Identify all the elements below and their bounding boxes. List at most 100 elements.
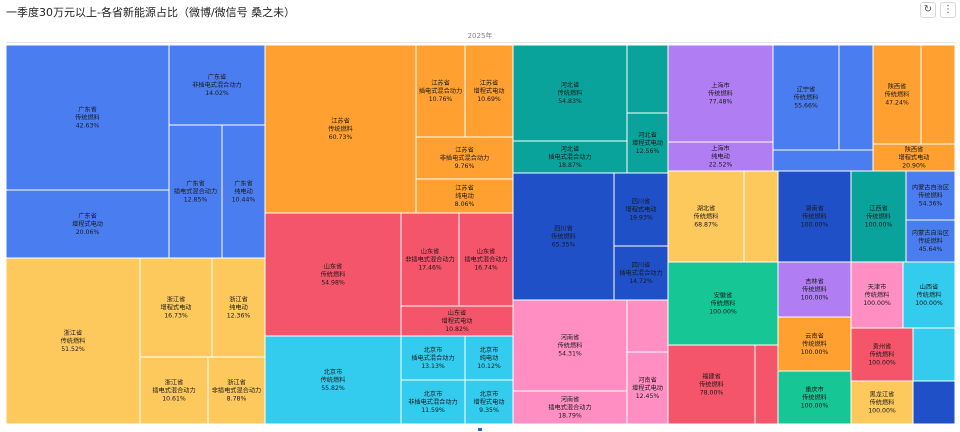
treemap-cell[interactable] [912,327,956,382]
treemap-rect[interactable] [850,380,914,425]
treemap-cell[interactable]: 云南省传统燃料 100.00% [777,316,852,372]
treemap-cell[interactable]: 重庆市传统燃料 100.00% [777,370,852,425]
treemap-cell[interactable]: 山东省非插电式混合动力 17.46% [400,212,460,307]
treemap-rect[interactable] [626,351,669,425]
treemap-cell[interactable]: 四川省传统燃料 65.35% [512,172,615,301]
treemap-cell[interactable]: 山东省插电式混合动力 16.74% [458,212,514,307]
treemap-cell[interactable]: 河北省增程式电动 12.56% [626,112,669,174]
treemap-rect[interactable] [905,219,956,263]
treemap-cell[interactable]: 广东省传统燃料 42.63% [5,44,170,191]
treemap-rect[interactable] [743,170,779,263]
treemap-rect[interactable] [850,261,904,329]
treemap-rect[interactable] [5,257,141,425]
treemap-rect[interactable] [264,44,417,214]
treemap-cell[interactable]: 江苏省增程式电动 10.69% [464,44,514,138]
treemap-cell[interactable]: 陕西省增程式电动 20.90% [872,143,956,172]
treemap-cell[interactable]: 北京市传统燃料 55.82% [264,335,402,425]
treemap-rect[interactable] [920,44,956,145]
treemap-rect[interactable] [168,124,223,259]
pagination-indicator[interactable] [478,428,482,431]
treemap-rect[interactable] [667,261,779,346]
treemap-cell[interactable]: 四川省插电式混合动力 14.72% [613,245,669,301]
treemap-cell[interactable]: 安徽省传统燃料 100.00% [667,261,779,346]
treemap-rect[interactable] [912,327,956,382]
treemap-cell[interactable]: 湖南省传统燃料 100.00% [777,170,852,263]
treemap-cell[interactable]: 山东省增程式电动 10.82% [400,305,514,337]
treemap-cell[interactable]: 河南省插电式混合动力 18.79% [512,390,628,425]
treemap-cell[interactable]: 浙江省非插电式混合动力 8.78% [207,356,266,425]
treemap-rect[interactable] [772,149,874,172]
treemap-cell[interactable]: 福建省传统燃料 78.00% [667,344,756,425]
treemap-cell[interactable]: 江苏省插电式混合动力 10.76% [415,44,466,138]
treemap-cell[interactable]: 江苏省传统燃料 60.73% [264,44,417,214]
treemap-cell[interactable]: 浙江省增程式电动 16.73% [139,257,213,358]
treemap-cell[interactable]: 广东省纯电动 10.44% [221,124,266,259]
treemap-cell[interactable]: 江苏省非插电式混合动力 9.76% [415,136,514,180]
treemap-cell[interactable]: 北京市插电式混合动力 13.13% [400,335,466,381]
treemap-rect[interactable] [415,44,466,138]
treemap-cell[interactable]: 广东省插电式混合动力 12.85% [168,124,223,259]
treemap-rect[interactable] [464,44,514,138]
treemap-cell[interactable]: 河南省传统燃料 54.31% [512,299,628,392]
treemap-cell[interactable] [743,170,779,263]
treemap-cell[interactable]: 陕西省传统燃料 47.24% [872,44,922,145]
treemap-rect[interactable] [872,143,956,172]
treemap-cell[interactable]: 山东省传统燃料 54.98% [264,212,402,337]
refresh-icon[interactable]: ↻ [920,2,936,18]
treemap-cell[interactable]: 北京市纯电动 10.12% [464,335,514,381]
treemap-cell[interactable]: 内蒙古自治区传统燃料 45.64% [905,219,956,263]
treemap-cell[interactable]: 浙江省传统燃料 51.52% [5,257,141,425]
treemap-rect[interactable] [464,379,514,425]
treemap-rect[interactable] [512,140,628,174]
treemap-cell[interactable]: 北京市非插电式混合动力 11.59% [400,379,466,425]
treemap-rect[interactable] [415,178,514,214]
treemap-cell[interactable] [626,299,669,353]
treemap-rect[interactable] [464,335,514,381]
treemap-cell[interactable] [912,380,956,425]
treemap-rect[interactable] [626,299,669,353]
treemap-rect[interactable] [667,141,774,172]
treemap-cell[interactable] [626,44,669,114]
treemap-rect[interactable] [754,344,779,425]
treemap-rect[interactable] [613,245,669,301]
treemap-rect[interactable] [207,356,266,425]
treemap-cell[interactable]: 江西省传统燃料 100.00% [850,170,907,263]
treemap-rect[interactable] [626,44,669,114]
treemap-cell[interactable]: 江苏省纯电动 8.06% [415,178,514,214]
treemap-cell[interactable]: 湖北省传统燃料 68.87% [667,170,745,263]
treemap-rect[interactable] [400,379,466,425]
treemap-rect[interactable] [872,44,922,145]
treemap-rect[interactable] [850,327,914,382]
treemap-rect[interactable] [838,44,874,151]
treemap-cell[interactable] [772,149,874,172]
treemap-rect[interactable] [667,344,756,425]
treemap-rect[interactable] [777,370,852,425]
treemap-cell[interactable] [838,44,874,151]
treemap-cell[interactable]: 北京市增程式电动 9.35% [464,379,514,425]
treemap-rect[interactable] [777,261,852,318]
treemap-rect[interactable] [458,212,514,307]
treemap-cell[interactable]: 天津市传统燃料 100.00% [850,261,904,329]
treemap-cell[interactable]: 河北省插电式混合动力 18.87% [512,140,628,174]
treemap-cell[interactable]: 广东省非插电式混合动力 14.02% [168,44,266,126]
treemap-cell[interactable]: 浙江省纯电动 12.36% [211,257,266,358]
treemap-rect[interactable] [139,257,213,358]
treemap-cell[interactable]: 贵州省传统燃料 100.00% [850,327,914,382]
more-vertical-icon[interactable]: ⋮ [940,2,956,18]
treemap-cell[interactable]: 内蒙古自治区传统燃料 54.36% [905,170,956,221]
treemap-cell[interactable]: 吉林省传统燃料 100.00% [777,261,852,318]
treemap-cell[interactable] [754,344,779,425]
treemap-rect[interactable] [139,356,209,425]
treemap-cell[interactable]: 黑龙江省传统燃料 100.00% [850,380,914,425]
treemap-cell[interactable]: 山西省传统燃料 100.00% [902,261,956,329]
treemap-cell[interactable]: 上海市传统燃料 77.48% [667,44,774,143]
treemap-cell[interactable] [920,44,956,145]
treemap-rect[interactable] [772,44,840,151]
treemap-rect[interactable] [850,170,907,263]
treemap-cell[interactable]: 广东省增程式电动 20.06% [5,189,170,259]
treemap-rect[interactable] [264,212,402,337]
treemap-cell[interactable]: 浙江省插电式混合动力 10.61% [139,356,209,425]
treemap-rect[interactable] [912,380,956,425]
treemap-cell[interactable]: 河北省传统燃料 54.83% [512,44,628,142]
treemap-rect[interactable] [264,335,402,425]
